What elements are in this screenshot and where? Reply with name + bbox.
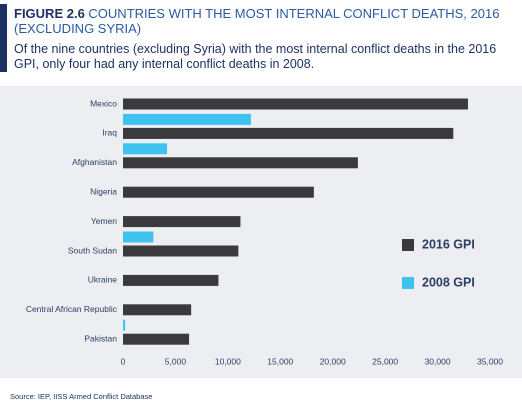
bar [123,127,454,139]
y-tick-label: Afghanistan [72,157,117,167]
y-tick-label: Yemen [91,216,117,226]
y-tick-label: Central African Republic [26,304,118,314]
bar [123,319,126,331]
bar [123,333,190,345]
y-tick-label: Nigeria [90,186,117,196]
bar [123,186,314,198]
x-tick-label: 25,000 [372,356,398,366]
y-tick-label: Iraq [102,128,117,138]
source: Source: IEP, IISS Armed Conflict Databas… [10,392,152,401]
accent-stripe [0,4,7,72]
bar [123,231,154,243]
y-tick-label: Mexico [90,98,117,108]
bar [123,304,192,316]
bar [123,143,168,155]
bar [123,113,251,125]
x-tick-label: 30,000 [425,356,451,366]
x-tick-label: 5,000 [165,356,187,366]
chart-title: COUNTRIES WITH THE MOST INTERNAL CONFLIC… [14,6,500,36]
legend-swatch [402,239,414,251]
title-block: FIGURE 2.6 COUNTRIES WITH THE MOST INTER… [14,6,514,36]
y-tick-label: Pakistan [84,333,117,343]
legend-swatch [402,277,414,289]
bar [123,98,468,110]
x-tick-label: 0 [121,356,126,366]
x-tick-label: 35,000 [477,356,503,366]
bar [123,274,219,286]
bar [123,245,239,257]
chart-subtitle: Of the nine countries (excluding Syria) … [14,42,497,71]
x-tick-label: 10,000 [215,356,241,366]
figure-label: FIGURE 2.6 [14,6,85,21]
x-tick-label: 20,000 [320,356,346,366]
x-tick-label: 15,000 [267,356,293,366]
legend-label: 2016 GPI [422,237,475,251]
y-tick-label: South Sudan [68,245,117,255]
header: FIGURE 2.6 COUNTRIES WITH THE MOST INTER… [0,0,522,84]
bar [123,157,358,169]
bar [123,216,241,228]
y-tick-label: Ukraine [88,275,118,285]
legend-label: 2008 GPI [422,275,475,289]
